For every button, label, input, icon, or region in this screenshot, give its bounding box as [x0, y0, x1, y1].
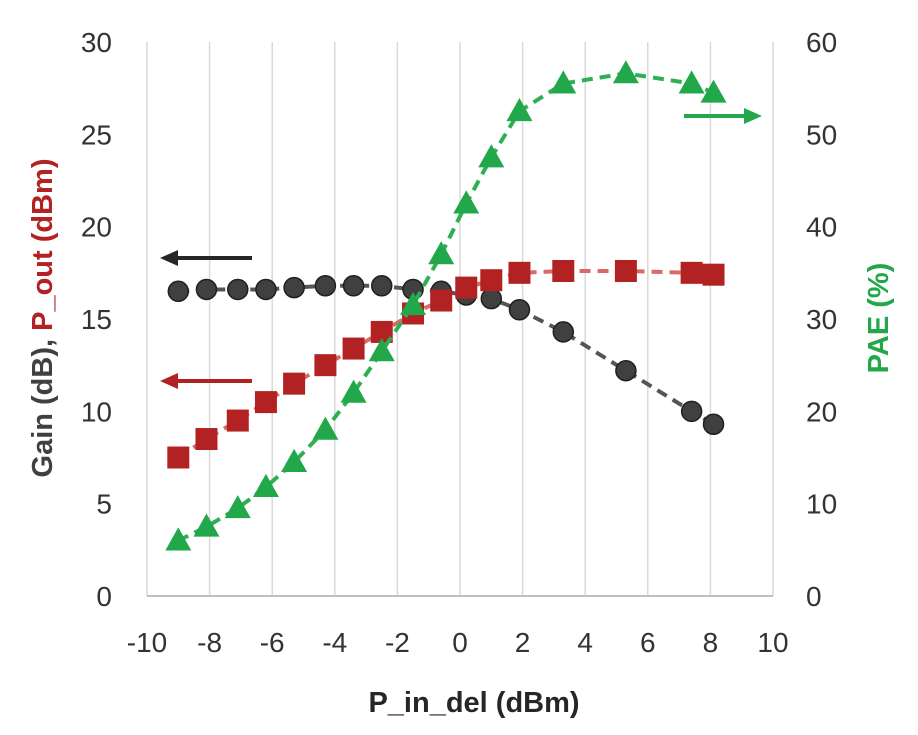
pout-label-part: P_out (dBm): [27, 159, 59, 331]
pae-point: [428, 241, 455, 265]
pae-point: [165, 527, 192, 551]
left-y-tick-label: 5: [96, 489, 112, 520]
pae-axis-arrow-icon-head: [744, 108, 762, 124]
pout-point: [455, 276, 478, 299]
right-y-tick-label: 40: [806, 212, 837, 243]
x-tick-label: 6: [640, 627, 656, 658]
pout-point: [370, 320, 393, 343]
pout-point: [508, 261, 531, 284]
right-y-tick-label: 30: [806, 304, 837, 335]
pout-point: [480, 269, 503, 292]
right-y-axis-title: PAE (%): [863, 263, 895, 374]
pae-point: [453, 190, 480, 214]
pout-point: [552, 259, 575, 282]
pae-point: [678, 70, 705, 94]
gain-axis-arrow-icon-head: [160, 250, 178, 266]
gain-point: [314, 275, 337, 297]
x-tick-label: 0: [452, 627, 468, 658]
gain-point: [167, 280, 190, 303]
gain-axis-arrow-icon: [160, 250, 252, 266]
pout-point: [680, 261, 703, 284]
left-y-tick-label: 20: [81, 212, 112, 243]
pae-point: [281, 448, 308, 473]
right-y-tick-label: 0: [806, 581, 822, 612]
x-tick-label: -2: [385, 627, 410, 658]
pae-axis-arrow-icon: [684, 108, 762, 124]
gain-point: [508, 299, 531, 321]
gain-point: [615, 359, 637, 382]
x-tick-label: -8: [197, 627, 222, 658]
pout-point: [702, 263, 725, 286]
x-tick-label: -4: [322, 627, 347, 658]
pout-axis-arrow-icon-head: [160, 373, 178, 389]
pae-point: [478, 144, 505, 168]
x-tick-label: 10: [757, 627, 788, 658]
pae-point: [550, 70, 577, 94]
gain-point: [371, 275, 393, 297]
gain-point: [680, 400, 703, 423]
pae-point: [700, 79, 727, 103]
pout-point: [195, 428, 218, 451]
x-axis-title: P_in_del (dBm): [368, 687, 579, 719]
pae-point: [400, 291, 427, 316]
pout-point: [167, 446, 190, 469]
left-y-tick-label: 0: [96, 581, 112, 612]
pout-point: [254, 391, 277, 414]
left-y-tick-label: 25: [81, 119, 112, 150]
axis-labels: P_in_del (dBm) Gain (dB), P_out (dBm) PA…: [27, 159, 895, 719]
pae-point: [193, 513, 220, 537]
series-layer: [165, 60, 727, 551]
pae-point: [612, 60, 639, 84]
right-y-tick-label: 50: [806, 119, 837, 150]
pae-point: [312, 416, 339, 440]
annotation-arrows: [160, 108, 762, 389]
gain-point: [195, 278, 218, 301]
left-y-axis-title: Gain (dB), P_out (dBm): [27, 159, 59, 478]
left-y-tick-label: 15: [81, 304, 112, 335]
pae-point: [224, 495, 251, 519]
x-tick-label: -6: [260, 627, 285, 658]
pae-point: [340, 379, 367, 403]
left-y-tick-label: 30: [81, 27, 112, 58]
pout-point: [342, 337, 365, 360]
gain-point: [342, 275, 365, 297]
pae-point: [368, 338, 395, 362]
right-y-tick-label: 60: [806, 27, 837, 58]
pae-point: [506, 98, 533, 122]
grid-lines: [146, 42, 774, 596]
pout-point: [226, 409, 249, 432]
right-y-tick-label: 20: [806, 396, 837, 427]
right-y-tick-label: 10: [806, 489, 837, 520]
pout-point: [430, 289, 453, 312]
gain-label-part: Gain (dB),: [27, 331, 59, 478]
pout-axis-arrow-icon: [160, 373, 252, 389]
pout-point: [283, 372, 306, 395]
gain-point: [227, 278, 249, 301]
axes: -10 -8 -6 -4 -2 0 2 4 6 8 10 0 5 10 15 20 25 30 0 10 20 30 40 5…: [81, 27, 837, 658]
pae-point: [252, 473, 279, 497]
x-tick-label: 4: [577, 627, 593, 658]
gain-point: [552, 321, 575, 343]
x-tick-label: 8: [703, 627, 719, 658]
gain-point: [480, 287, 503, 310]
gain-point: [283, 276, 305, 299]
gain-point: [255, 278, 277, 301]
pout-point: [314, 354, 337, 377]
gain-point: [702, 413, 725, 436]
x-tick-label: -10: [127, 627, 167, 658]
x-tick-label: 2: [515, 627, 531, 658]
pout-point: [614, 259, 637, 282]
left-y-tick-label: 10: [81, 396, 112, 427]
